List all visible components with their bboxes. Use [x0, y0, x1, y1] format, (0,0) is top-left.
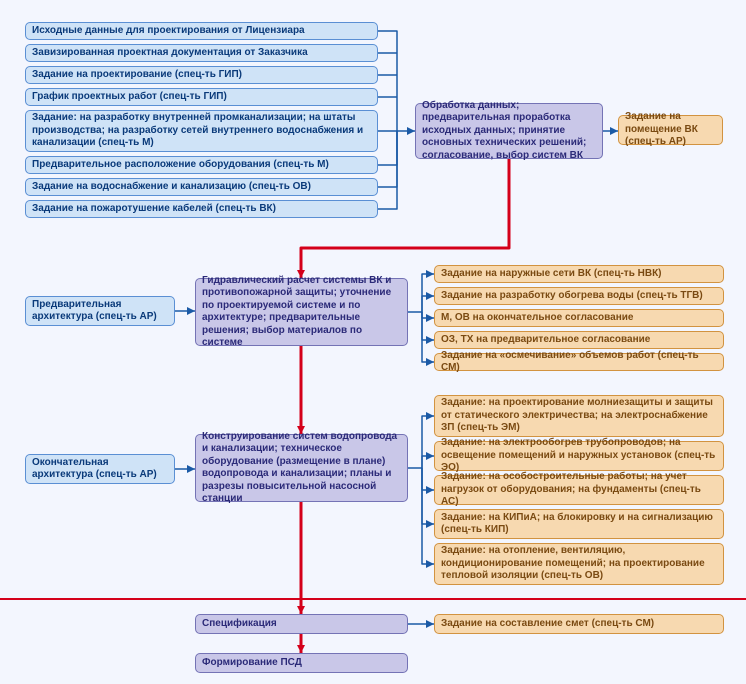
node-p2: Гидравлический расчет системы ВК и проти… — [195, 278, 408, 346]
node-ar2: Окончательная архитектура (спец-ть АР) — [25, 454, 175, 484]
node-o1: Задание на помещение ВК (спец-ть АР) — [618, 115, 723, 145]
node-p1: Обработка данных; предварительная прораб… — [415, 103, 603, 159]
node-o2d: ОЗ, ТХ на предварительное согласование — [434, 331, 724, 349]
node-in5: Задание: на разработку внутренней промка… — [25, 110, 378, 152]
node-in3: Задание на проектирование (спец-ть ГИП) — [25, 66, 378, 84]
node-o3d: Задание: на КИПиА; на блокировку и на си… — [434, 509, 724, 539]
node-o2a: Задание на наружные сети ВК (спец-ть НВК… — [434, 265, 724, 283]
node-in2: Завизированная проектная документация от… — [25, 44, 378, 62]
node-in1: Исходные данные для проектирования от Ли… — [25, 22, 378, 40]
node-in6: Предварительное расположение оборудовани… — [25, 156, 378, 174]
node-o2b: Задание на разработку обогрева воды (спе… — [434, 287, 724, 305]
node-o2e: Задание на «осмечивание» объемов работ (… — [434, 353, 724, 371]
node-o4: Задание на составление смет (спец-ть СМ) — [434, 614, 724, 634]
node-p3: Конструирование систем водопровода и кан… — [195, 434, 408, 502]
section-divider — [0, 598, 746, 600]
node-in4: График проектных работ (спец-ть ГИП) — [25, 88, 378, 106]
node-p5: Формирование ПСД — [195, 653, 408, 673]
node-p4: Спецификация — [195, 614, 408, 634]
node-o3c: Задание: на особостроительные работы; на… — [434, 475, 724, 505]
node-o2c: М, ОВ на окончательное согласование — [434, 309, 724, 327]
node-o3a: Задание: на проектирование молниезащиты … — [434, 395, 724, 437]
flowchart-stage: Исходные данные для проектирования от Ли… — [0, 0, 746, 684]
node-in7: Задание на водоснабжение и канализацию (… — [25, 178, 378, 196]
node-in8: Задание на пожаротушение кабелей (спец-т… — [25, 200, 378, 218]
node-o3e: Задание: на отопление, вентиляцию, конди… — [434, 543, 724, 585]
node-o3b: Задание: на электрообогрев трубопроводов… — [434, 441, 724, 471]
node-ar1: Предварительная архитектура (спец-ть АР) — [25, 296, 175, 326]
